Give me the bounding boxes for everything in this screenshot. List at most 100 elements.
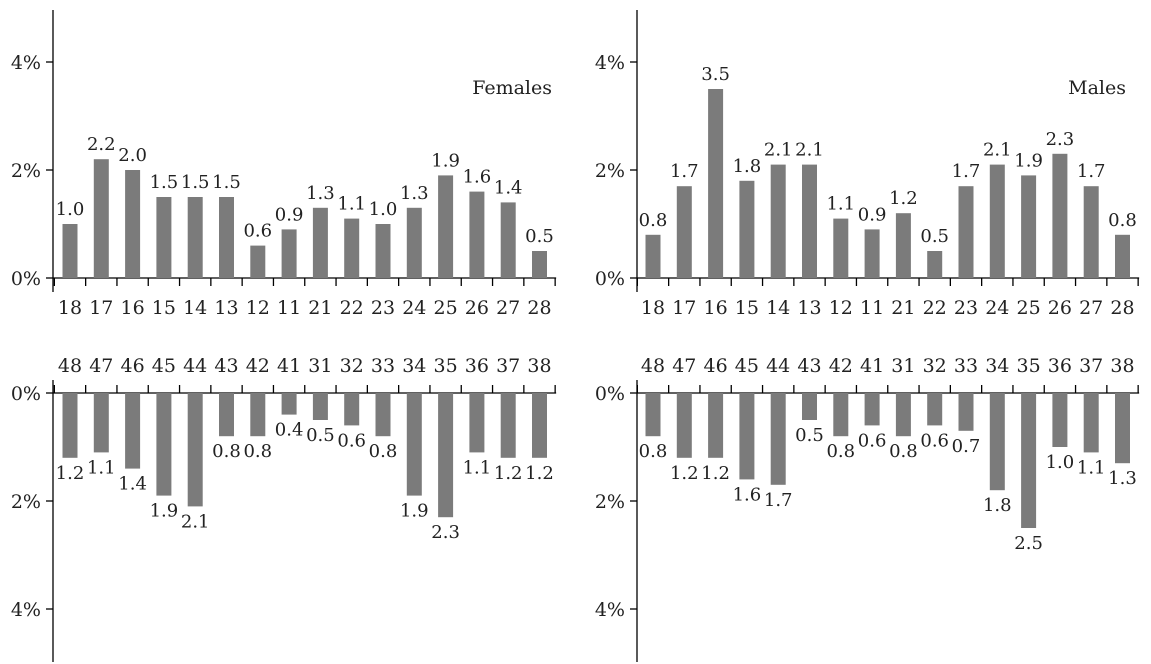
bar-41 bbox=[281, 393, 297, 415]
bar-38 bbox=[532, 393, 547, 458]
data-label-46: 1.2 bbox=[701, 463, 730, 484]
bar-47 bbox=[676, 393, 692, 458]
category-label-18: 18 bbox=[641, 297, 665, 319]
bar-34 bbox=[989, 393, 1005, 491]
category-label-24: 24 bbox=[402, 297, 426, 319]
bar-48 bbox=[645, 393, 661, 437]
category-label-34: 34 bbox=[402, 355, 426, 377]
category-label-14: 14 bbox=[183, 297, 207, 319]
data-label-24: 1.3 bbox=[400, 183, 429, 204]
category-label-16: 16 bbox=[121, 297, 145, 319]
data-label-43: 0.5 bbox=[795, 425, 824, 446]
category-label-23: 23 bbox=[371, 297, 395, 319]
bar-46 bbox=[708, 393, 724, 458]
bar-25 bbox=[1021, 175, 1037, 278]
category-label-17: 17 bbox=[89, 297, 113, 319]
category-label-25: 25 bbox=[434, 297, 458, 319]
bar-47 bbox=[93, 393, 109, 453]
data-label-33: 0.7 bbox=[952, 436, 981, 457]
category-label-38: 38 bbox=[1110, 355, 1134, 377]
data-label-27: 1.4 bbox=[494, 177, 523, 198]
category-label-22: 22 bbox=[923, 297, 947, 319]
y-tick-label: 0% bbox=[595, 383, 625, 405]
bar-16 bbox=[708, 89, 724, 278]
y-tick-label: 0% bbox=[11, 383, 41, 405]
category-label-22: 22 bbox=[340, 297, 364, 319]
bar-48 bbox=[62, 393, 78, 458]
panel-top-left: 0% 2% 4% 1.0 18 2.2 17 2.0 16 1.5 15 1.5 14 1.5 13 0.6 1… bbox=[11, 10, 557, 319]
data-label-48: 0.8 bbox=[639, 441, 668, 462]
category-label-13: 13 bbox=[797, 297, 821, 319]
bar-11 bbox=[281, 229, 297, 278]
category-label-21: 21 bbox=[308, 297, 332, 319]
category-label-26: 26 bbox=[465, 297, 489, 319]
data-label-15: 1.5 bbox=[150, 172, 179, 193]
y-tick-label: 0% bbox=[595, 268, 625, 290]
category-label-23: 23 bbox=[954, 297, 978, 319]
category-label-31: 31 bbox=[308, 355, 332, 377]
bar-31 bbox=[895, 393, 911, 437]
category-label-33: 33 bbox=[371, 355, 395, 377]
data-label-12: 0.6 bbox=[243, 221, 272, 242]
data-label-15: 1.8 bbox=[733, 156, 762, 177]
bar-16 bbox=[125, 170, 141, 278]
category-label-36: 36 bbox=[1048, 355, 1072, 377]
bar-32 bbox=[344, 393, 360, 426]
data-label-14: 2.1 bbox=[764, 140, 793, 161]
category-label-32: 32 bbox=[923, 355, 947, 377]
data-label-14: 1.5 bbox=[181, 172, 210, 193]
data-label-26: 1.6 bbox=[463, 167, 492, 188]
data-label-24: 2.1 bbox=[983, 140, 1012, 161]
y-tick-label: 4% bbox=[11, 52, 41, 74]
data-label-35: 2.3 bbox=[431, 522, 460, 543]
category-label-27: 27 bbox=[496, 297, 520, 319]
category-label-38: 38 bbox=[527, 355, 551, 377]
data-label-33: 0.8 bbox=[369, 441, 398, 462]
bar-13 bbox=[802, 164, 817, 278]
bar-45 bbox=[156, 393, 172, 496]
bar-35 bbox=[1021, 393, 1037, 528]
category-label-45: 45 bbox=[735, 355, 759, 377]
category-label-34: 34 bbox=[985, 355, 1009, 377]
data-label-28: 0.8 bbox=[1108, 210, 1137, 231]
bar-34 bbox=[406, 393, 422, 496]
category-label-48: 48 bbox=[641, 355, 665, 377]
bar-43 bbox=[802, 393, 817, 420]
data-label-22: 1.1 bbox=[337, 194, 366, 215]
category-label-35: 35 bbox=[1017, 355, 1041, 377]
bar-41 bbox=[864, 393, 880, 426]
data-label-43: 0.8 bbox=[212, 441, 241, 462]
panel-title: Females bbox=[472, 77, 552, 99]
bar-37 bbox=[500, 393, 516, 458]
bar-24 bbox=[989, 164, 1005, 278]
bar-15 bbox=[156, 197, 172, 278]
data-label-36: 1.0 bbox=[1046, 452, 1075, 473]
bar-43 bbox=[219, 393, 234, 437]
data-label-45: 1.6 bbox=[733, 484, 762, 505]
data-label-45: 1.9 bbox=[150, 501, 179, 522]
data-label-16: 3.5 bbox=[701, 64, 730, 85]
data-label-17: 2.2 bbox=[87, 134, 116, 155]
category-label-16: 16 bbox=[704, 297, 728, 319]
data-label-34: 1.9 bbox=[400, 501, 429, 522]
category-label-28: 28 bbox=[1110, 297, 1134, 319]
bar-44 bbox=[770, 393, 786, 485]
bar-45 bbox=[739, 393, 755, 480]
category-label-15: 15 bbox=[735, 297, 759, 319]
data-label-25: 1.9 bbox=[1014, 150, 1043, 171]
category-label-44: 44 bbox=[766, 355, 790, 377]
data-label-44: 2.1 bbox=[181, 511, 210, 532]
data-label-34: 1.8 bbox=[983, 495, 1012, 516]
category-label-47: 47 bbox=[672, 355, 696, 377]
y-tick-label: 4% bbox=[11, 599, 41, 621]
bar-37 bbox=[1083, 393, 1099, 453]
data-label-41: 0.4 bbox=[275, 420, 304, 441]
bar-26 bbox=[1052, 153, 1068, 278]
data-label-42: 0.8 bbox=[826, 441, 855, 462]
bar-22 bbox=[927, 251, 943, 278]
bar-21 bbox=[895, 213, 911, 278]
data-label-23: 1.7 bbox=[952, 161, 981, 182]
bar-36 bbox=[469, 393, 485, 453]
bar-28 bbox=[1115, 234, 1130, 278]
